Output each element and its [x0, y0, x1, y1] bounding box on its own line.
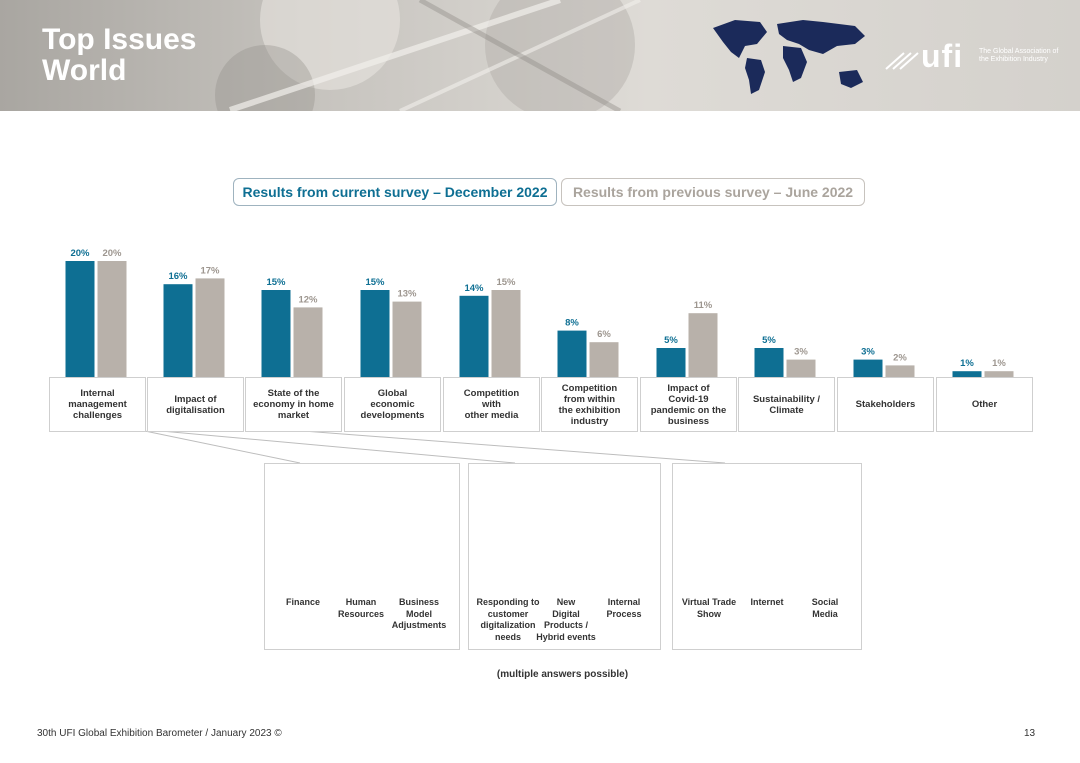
- bar-current-2: [261, 290, 291, 377]
- bar-current-7: [754, 348, 784, 377]
- label-previous-1: 17%: [200, 265, 220, 276]
- bar-previous-5: [589, 342, 619, 377]
- bar-previous-1: [195, 278, 225, 377]
- label-previous-0: 20%: [102, 248, 122, 259]
- label-current-6: 5%: [664, 335, 678, 346]
- bar-current-8: [853, 359, 883, 377]
- category-label-9: Other: [936, 377, 1033, 432]
- connector-line-2: [289, 429, 726, 464]
- ufi-tagline: The Global Association of the Exhibition…: [979, 48, 1059, 63]
- legend-current-survey: Results from current survey – December 2…: [233, 178, 557, 206]
- sub-category-label-1-0: Responding to customer digitalization ne…: [476, 597, 540, 642]
- label-current-4: 14%: [464, 283, 484, 294]
- page-title: Top Issues World: [42, 24, 196, 86]
- footer-text: 30th UFI Global Exhibition Barometer / J…: [37, 728, 282, 739]
- label-current-8: 3%: [861, 347, 875, 358]
- panel-internal-management: [264, 463, 460, 650]
- label-current-1: 16%: [168, 271, 188, 282]
- label-current-7: 5%: [762, 335, 776, 346]
- bar-current-0: [65, 261, 95, 377]
- bar-previous-8: [885, 365, 915, 377]
- bar-current-1: [163, 284, 193, 377]
- bar-current-4: [459, 295, 489, 377]
- category-label-4: Competition with other media: [443, 377, 540, 432]
- sub-category-label-1-2: Internal Process: [606, 597, 642, 619]
- sub-category-label-2-2: Social Media: [811, 597, 839, 619]
- bar-previous-9: [984, 371, 1014, 377]
- label-previous-3: 13%: [397, 289, 417, 300]
- bar-current-9: [952, 371, 982, 377]
- category-label-7: Sustainability / Climate: [738, 377, 835, 432]
- category-label-3: Global economic developments: [344, 377, 441, 432]
- banner-decoration: [215, 0, 641, 111]
- world-map-icon: [713, 20, 865, 94]
- bar-current-5: [557, 330, 587, 377]
- page-number: 13: [1024, 728, 1036, 739]
- label-current-9: 1%: [960, 358, 974, 369]
- category-label-1: Impact of digitalisation: [147, 377, 244, 432]
- label-current-2: 15%: [266, 277, 286, 288]
- label-current-5: 8%: [565, 318, 579, 329]
- sub-category-label-1-1: New Digital Products / Hybrid events: [536, 597, 596, 642]
- sub-category-label-0-2: Business Model Adjustments: [391, 597, 447, 630]
- label-previous-7: 3%: [794, 347, 808, 358]
- bar-previous-0: [97, 261, 127, 377]
- label-current-3: 15%: [365, 277, 385, 288]
- label-previous-4: 15%: [496, 277, 516, 288]
- bar-current-3: [360, 290, 390, 377]
- category-label-0: Internal management challenges: [49, 377, 146, 432]
- bar-current-6: [656, 348, 686, 377]
- bar-previous-7: [786, 359, 816, 377]
- category-label-5: Competition from within the exhibition i…: [541, 377, 638, 432]
- panel-other-media: [672, 463, 862, 650]
- sub-category-label-0-0: Finance: [285, 597, 320, 607]
- panel-digitalisation: [468, 463, 661, 650]
- ufi-stripes-icon: [885, 52, 919, 70]
- category-label-8: Stakeholders: [837, 377, 934, 432]
- sub-category-label-2-0: Virtual Trade Show: [681, 597, 737, 619]
- bar-previous-2: [293, 307, 323, 377]
- legend-previous-survey: Results from previous survey – June 2022: [561, 178, 865, 206]
- ufi-logo: ufi: [921, 38, 964, 74]
- page-title-line2: World: [42, 54, 127, 87]
- label-previous-6: 11%: [694, 300, 713, 311]
- bar-previous-4: [491, 290, 521, 377]
- multiple-answers-note: (multiple answers possible): [496, 669, 629, 680]
- connector-line-0: [139, 429, 301, 464]
- header-banner: Top Issues World ufi The Global Associat…: [0, 0, 1080, 111]
- bar-previous-3: [392, 301, 422, 377]
- category-label-2: State of the economy in home market: [245, 377, 342, 432]
- page-title-line1: Top Issues: [42, 23, 197, 56]
- sub-category-label-0-1: Human Resources: [337, 597, 385, 619]
- connector-line-1: [149, 429, 516, 464]
- label-previous-8: 2%: [893, 352, 907, 363]
- label-previous-9: 1%: [992, 358, 1006, 369]
- category-label-6: Impact of Covid-19 pandemic on the busin…: [640, 377, 737, 432]
- label-current-0: 20%: [70, 248, 90, 259]
- label-previous-2: 12%: [298, 294, 318, 305]
- sub-category-label-2-1: Internet: [750, 597, 784, 607]
- label-previous-5: 6%: [597, 329, 611, 340]
- bar-previous-6: [688, 313, 718, 377]
